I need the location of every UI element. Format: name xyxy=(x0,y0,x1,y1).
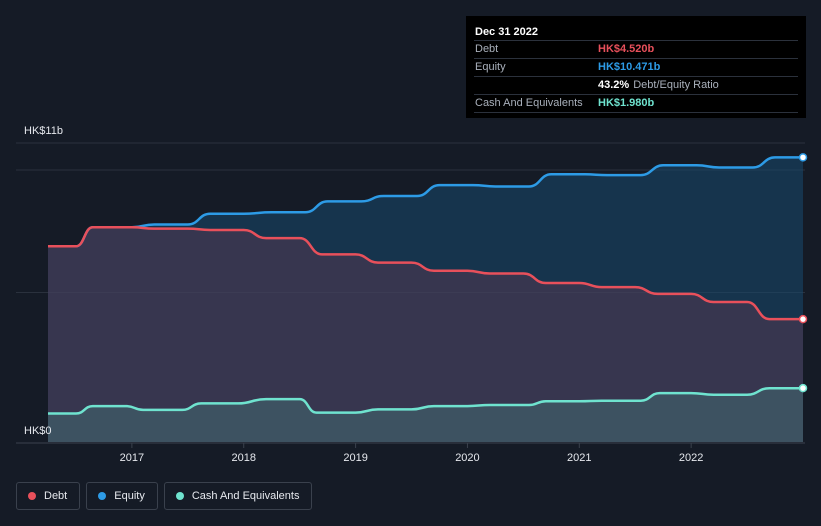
x-tick-label: 2020 xyxy=(455,452,479,464)
x-tick-label: 2018 xyxy=(231,452,255,464)
cash-endpoint xyxy=(798,383,808,393)
tooltip-date: Dec 31 2022 xyxy=(475,26,538,38)
cash-dot-icon xyxy=(175,492,184,500)
tooltip-label: Equity xyxy=(475,61,506,73)
legend-label: Equity xyxy=(114,490,145,502)
tooltip-equity-value: HK$10.471b xyxy=(598,61,661,73)
tooltip-label xyxy=(474,77,598,94)
cash-line xyxy=(48,386,803,415)
x-tick-label: 2017 xyxy=(120,452,144,464)
legend-label: Cash And Equivalents xyxy=(191,490,300,502)
y-axis-bottom-label: HK$0 xyxy=(24,425,52,437)
debt-area xyxy=(48,227,803,442)
equity-endpoint xyxy=(798,153,808,162)
debt-endpoint xyxy=(798,314,808,324)
chart-lines xyxy=(47,153,808,415)
tooltip-label: Debt xyxy=(475,43,499,55)
x-tick-label: 2021 xyxy=(567,452,591,464)
x-tick-label: 2022 xyxy=(679,452,703,464)
legend-label: Debt xyxy=(44,490,68,502)
tooltip-row-cash: Cash And Equivalents HK$1.980b xyxy=(474,94,798,113)
tooltip-ratio-value: 43.2% xyxy=(598,79,630,91)
data-tooltip: Dec 31 2022 Debt HK$4.520b Equity HK$10.… xyxy=(466,16,806,118)
tooltip-cash-value: HK$1.980b xyxy=(598,97,655,109)
chart-areas xyxy=(48,157,803,442)
equity-dot-icon xyxy=(98,492,107,500)
equity-line xyxy=(47,156,803,248)
chart-legend: Debt Equity Cash And Equivalents xyxy=(16,482,313,510)
debt-line xyxy=(47,226,803,321)
legend-item-cash[interactable]: Cash And Equivalents xyxy=(163,482,313,510)
tooltip-label: Cash And Equivalents xyxy=(475,97,583,109)
tooltip-debt-value: HK$4.520b xyxy=(598,43,655,55)
tooltip-row-debt: Debt HK$4.520b xyxy=(474,40,798,58)
x-axis: 2017 2018 2019 2020 2021 2022 xyxy=(120,443,703,464)
debt-dot-icon xyxy=(28,492,36,500)
y-axis-top-label: HK$11b xyxy=(24,125,63,137)
equity-area xyxy=(48,157,803,442)
legend-item-debt[interactable]: Debt xyxy=(16,482,81,510)
legend-item-equity[interactable]: Equity xyxy=(86,482,158,510)
tooltip-row-equity: Equity HK$10.471b xyxy=(474,58,798,76)
tooltip-row-ratio: 43.2% Debt/Equity Ratio xyxy=(474,76,798,94)
x-tick-label: 2019 xyxy=(343,452,367,464)
tooltip-ratio-text: Debt/Equity Ratio xyxy=(633,79,719,91)
